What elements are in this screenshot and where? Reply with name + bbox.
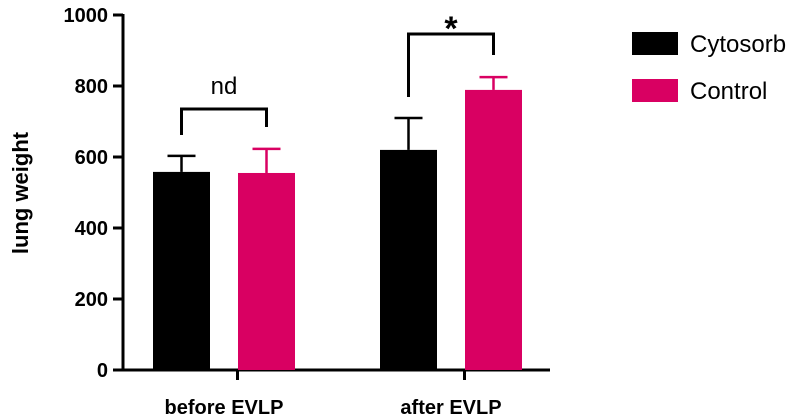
legend-swatch (632, 79, 678, 102)
y-tick-label: 600 (75, 147, 108, 169)
legend-label: Control (690, 78, 767, 105)
significance-label: nd (211, 73, 238, 100)
legend-label: Cytosorb (690, 31, 786, 58)
y-tick-label: 400 (75, 218, 108, 240)
bar-control (465, 89, 522, 370)
significance-bracket (407, 32, 495, 97)
y-tick-label: 800 (75, 76, 108, 98)
y-tick-label: 0 (97, 360, 108, 382)
x-tick-label: before EVLP (165, 397, 284, 419)
y-tick-label: 1000 (64, 5, 109, 27)
significance-bracket (180, 107, 268, 135)
x-tick-label: after EVLP (400, 397, 501, 419)
bar-control (238, 172, 295, 370)
legend-swatch (632, 32, 678, 55)
y-axis-label: lung weight (8, 131, 33, 254)
significance-label: * (444, 10, 458, 48)
y-tick-label: 200 (75, 289, 108, 311)
bar-cytosorb (153, 171, 210, 370)
bar-cytosorb (380, 149, 437, 370)
